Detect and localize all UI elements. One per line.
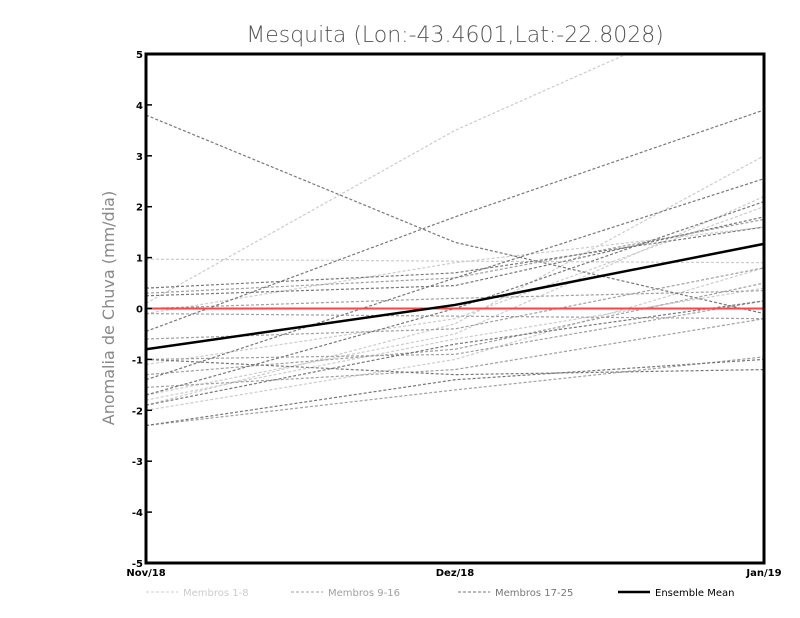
member-line-2 — [146, 290, 764, 310]
member-line-3 — [146, 358, 764, 376]
y-tick-label: 0 — [136, 305, 143, 316]
member-line-2 — [146, 218, 764, 294]
member-line-1 — [146, 206, 764, 366]
y-tick-label: -1 — [132, 355, 143, 366]
member-line-2 — [146, 312, 764, 320]
y-tick-label: -3 — [132, 457, 143, 468]
member-line-1 — [146, 195, 764, 396]
x-tick-label: Dez/18 — [436, 568, 475, 579]
legend-label-1: Membros 1-8 — [183, 588, 249, 599]
member-line-1 — [146, 226, 764, 315]
member-line-3 — [146, 358, 764, 427]
member-line-2 — [146, 318, 764, 388]
y-tick-label: 5 — [136, 50, 143, 61]
y-tick-label: 3 — [136, 152, 143, 163]
member-line-2 — [146, 356, 764, 427]
y-axis-label: Anomalia de Chuva (mm/dia) — [99, 191, 118, 425]
member-line-3 — [146, 178, 764, 381]
member-line-2 — [146, 300, 764, 360]
member-line-3 — [146, 201, 764, 396]
y-tick-label: -4 — [132, 508, 143, 519]
member-line-3 — [146, 300, 764, 406]
member-line-3 — [146, 216, 764, 297]
member-line-2 — [146, 282, 764, 376]
y-tick-label: 1 — [136, 254, 143, 265]
y-tick-label: 2 — [136, 203, 143, 214]
y-tick-label: -5 — [132, 559, 143, 570]
legend-label-3: Membros 17-25 — [495, 588, 573, 599]
member-line-1 — [146, 155, 764, 406]
x-tick-label: Nov/18 — [126, 568, 165, 579]
x-tick-label: Jan/19 — [745, 568, 781, 579]
member-line-3 — [146, 109, 764, 332]
ensemble-mean-line — [146, 242, 764, 351]
member-line-3 — [146, 226, 764, 289]
y-tick-label: -2 — [132, 406, 143, 417]
chart-title: Mesquita (Lon:-43.4601,Lat:-22.8028) — [246, 23, 664, 48]
y-tick-label: 4 — [136, 101, 143, 112]
member-line-1 — [146, 258, 764, 264]
member-line-3 — [146, 114, 764, 315]
legend-label-2: Membros 9-16 — [328, 588, 400, 599]
legend-label-4: Ensemble Mean — [655, 588, 734, 599]
